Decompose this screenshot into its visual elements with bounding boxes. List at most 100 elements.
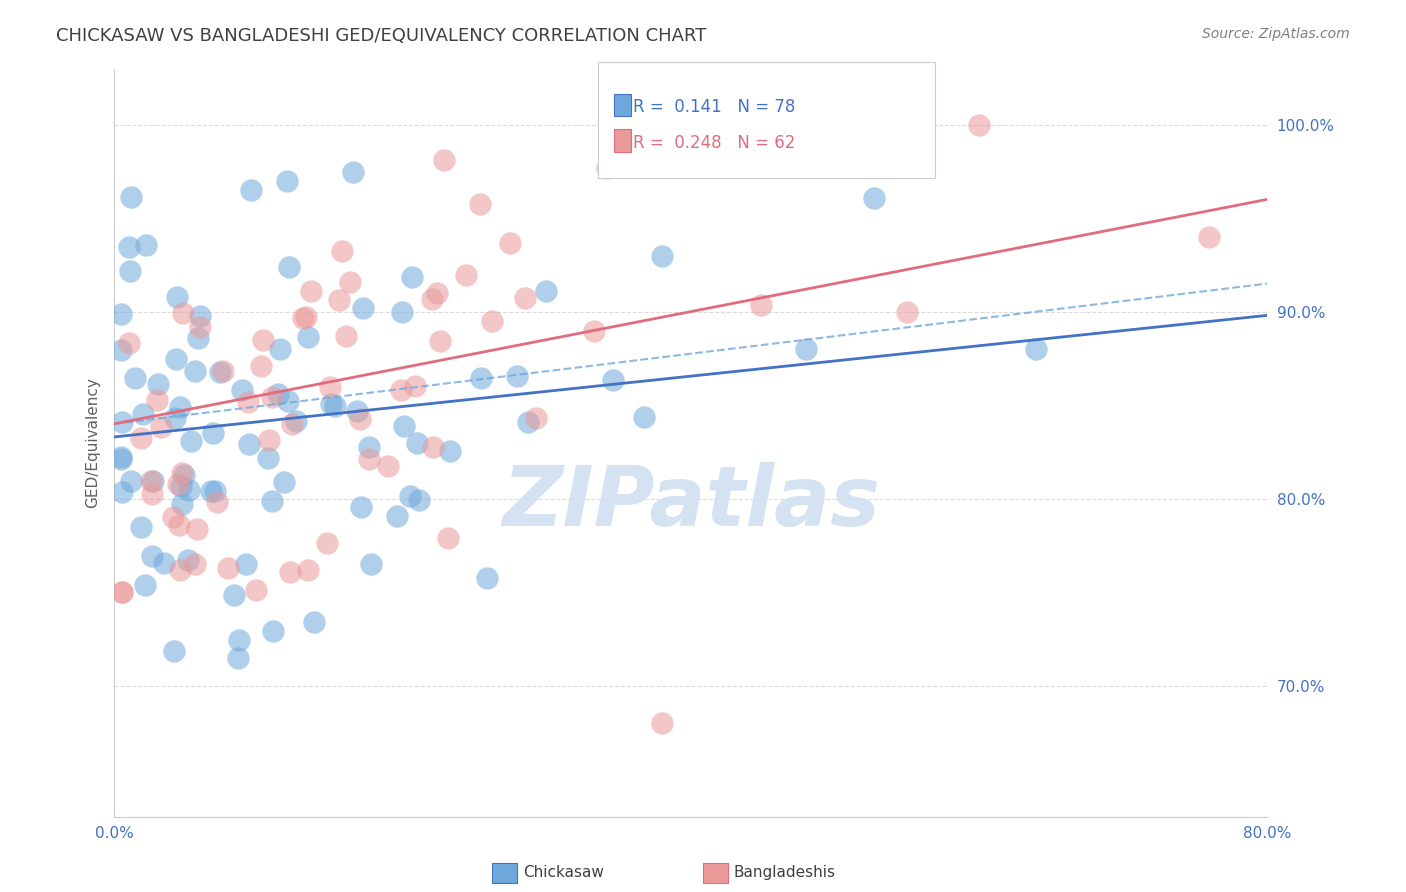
Point — [172, 306, 194, 320]
Point — [110, 343, 132, 358]
Point — [422, 440, 444, 454]
Y-axis label: GED/Equivalency: GED/Equivalency — [86, 377, 100, 508]
Point — [270, 343, 292, 357]
Point — [335, 329, 357, 343]
Point — [236, 394, 259, 409]
Point — [145, 392, 167, 407]
Point — [187, 331, 209, 345]
Point — [281, 417, 304, 431]
Point — [228, 632, 250, 647]
Point — [470, 371, 492, 385]
Point — [257, 451, 280, 466]
Point — [110, 307, 132, 321]
Point — [794, 342, 817, 356]
Point — [1198, 230, 1220, 244]
Point — [401, 270, 423, 285]
Point — [420, 292, 443, 306]
Point — [596, 161, 619, 175]
Text: Bangladeshis: Bangladeshis — [734, 865, 837, 880]
Point — [222, 588, 245, 602]
Point — [120, 475, 142, 489]
Point — [190, 309, 212, 323]
Point — [405, 436, 427, 450]
Point — [633, 409, 655, 424]
Point — [399, 489, 422, 503]
Point — [166, 290, 188, 304]
Text: R =  0.141   N = 78: R = 0.141 N = 78 — [633, 98, 794, 116]
Point — [276, 174, 298, 188]
Point — [349, 412, 371, 426]
Point — [262, 390, 284, 404]
Point — [330, 244, 353, 259]
Point — [131, 407, 153, 421]
Point — [319, 380, 342, 394]
Point — [167, 517, 190, 532]
Point — [862, 191, 884, 205]
Point — [404, 379, 426, 393]
Point — [262, 624, 284, 639]
Point — [134, 578, 156, 592]
Point — [513, 291, 536, 305]
Point — [165, 351, 187, 366]
Point — [583, 324, 606, 338]
Point — [357, 451, 380, 466]
Point — [120, 190, 142, 204]
Point — [319, 396, 342, 410]
Point — [339, 275, 361, 289]
Point — [111, 584, 134, 599]
Point — [475, 571, 498, 585]
Point — [110, 451, 132, 466]
Point — [302, 615, 325, 629]
Point — [359, 440, 381, 454]
Point — [408, 492, 430, 507]
Point — [110, 450, 132, 464]
Point — [141, 549, 163, 563]
Point — [111, 415, 134, 429]
Point — [297, 563, 319, 577]
Point — [433, 153, 456, 167]
Point — [316, 536, 339, 550]
Point — [1025, 342, 1047, 356]
Point — [352, 301, 374, 316]
Point — [360, 557, 382, 571]
Point — [257, 433, 280, 447]
Text: Source: ZipAtlas.com: Source: ZipAtlas.com — [1202, 27, 1350, 41]
Point — [238, 437, 260, 451]
Point — [141, 486, 163, 500]
Point — [249, 359, 271, 373]
Point — [111, 585, 134, 599]
Point — [342, 165, 364, 179]
Point — [200, 484, 222, 499]
Point — [602, 373, 624, 387]
Point — [217, 561, 239, 575]
Point — [186, 522, 208, 536]
Point — [524, 411, 547, 425]
Point — [135, 238, 157, 252]
Text: ZIPatlas: ZIPatlas — [502, 462, 880, 543]
Point — [228, 651, 250, 665]
Point — [896, 304, 918, 318]
Point — [439, 444, 461, 458]
Point — [169, 563, 191, 577]
Point — [117, 240, 139, 254]
Point — [120, 264, 142, 278]
Point — [166, 477, 188, 491]
Point — [498, 236, 520, 251]
Point — [124, 370, 146, 384]
Point — [190, 319, 212, 334]
Point — [468, 197, 491, 211]
Point — [350, 500, 373, 515]
Text: CHICKASAW VS BANGLADESHI GED/EQUIVALENCY CORRELATION CHART: CHICKASAW VS BANGLADESHI GED/EQUIVALENCY… — [56, 27, 707, 45]
Point — [481, 314, 503, 328]
Point — [749, 298, 772, 312]
Point — [295, 310, 318, 325]
Point — [173, 467, 195, 482]
Point — [328, 293, 350, 307]
Point — [297, 330, 319, 344]
Point — [179, 483, 201, 497]
Point — [377, 458, 399, 473]
Point — [506, 368, 529, 383]
Text: Chickasaw: Chickasaw — [523, 865, 605, 880]
Point — [429, 334, 451, 349]
Point — [267, 387, 290, 401]
